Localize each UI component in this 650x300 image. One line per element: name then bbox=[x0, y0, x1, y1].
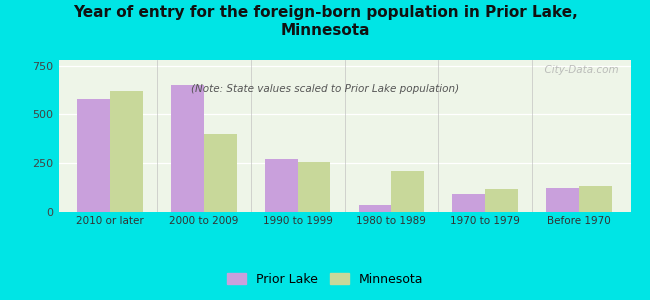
Bar bbox=[204, 134, 237, 212]
Legend: Prior Lake, Minnesota: Prior Lake, Minnesota bbox=[222, 268, 428, 291]
Bar bbox=[110, 91, 143, 212]
Bar bbox=[171, 85, 204, 212]
Text: Year of entry for the foreign-born population in Prior Lake,
Minnesota: Year of entry for the foreign-born popul… bbox=[73, 4, 577, 38]
Text: City-Data.com: City-Data.com bbox=[538, 64, 619, 74]
Bar bbox=[298, 162, 330, 211]
Bar bbox=[265, 159, 298, 211]
Bar bbox=[579, 186, 612, 212]
Bar bbox=[359, 205, 391, 212]
Bar bbox=[485, 189, 518, 212]
Bar bbox=[77, 99, 110, 212]
Bar bbox=[546, 188, 579, 211]
Bar bbox=[452, 194, 485, 211]
Text: (Note: State values scaled to Prior Lake population): (Note: State values scaled to Prior Lake… bbox=[191, 84, 459, 94]
Bar bbox=[391, 171, 424, 212]
